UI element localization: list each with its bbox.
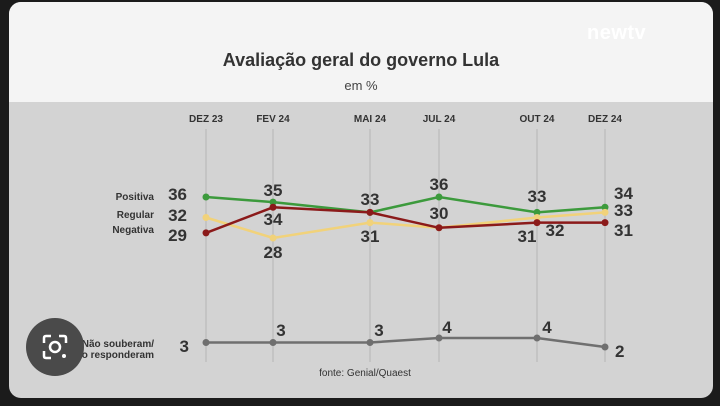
data-label: 30 xyxy=(430,204,449,223)
chart-subtitle: em % xyxy=(344,78,378,93)
legend-label: Não souberam/ xyxy=(82,339,154,350)
data-point xyxy=(601,343,609,351)
data-label: 36 xyxy=(168,185,187,204)
data-point xyxy=(533,214,541,221)
category-label: JUL 24 xyxy=(423,114,456,125)
series-line xyxy=(205,211,606,240)
data-label: 28 xyxy=(264,243,283,262)
data-point xyxy=(601,203,609,211)
data-point xyxy=(435,224,443,232)
series-line xyxy=(206,336,606,349)
chart-title: Avaliação geral do governo Lula xyxy=(222,50,500,70)
data-label: 36 xyxy=(430,175,449,194)
data-point xyxy=(269,234,277,242)
data-label: 31 xyxy=(361,227,380,246)
data-point xyxy=(366,219,374,227)
data-label: 4 xyxy=(442,318,452,337)
data-label: 33 xyxy=(614,201,633,220)
data-label: 4 xyxy=(542,318,552,337)
lens-search-button[interactable] xyxy=(26,318,84,376)
data-label: 33 xyxy=(528,187,547,206)
data-point xyxy=(601,219,609,227)
data-point xyxy=(533,208,541,216)
data-point xyxy=(533,219,541,227)
data-label: 32 xyxy=(168,206,187,225)
series-line xyxy=(205,206,605,235)
data-label: 29 xyxy=(168,226,187,245)
data-point xyxy=(202,193,210,201)
data-point xyxy=(366,339,374,346)
data-point xyxy=(202,229,210,237)
legend-label: não responderam xyxy=(70,350,154,361)
data-point xyxy=(533,334,541,342)
lens-icon xyxy=(42,334,68,360)
legend-label: Negativa xyxy=(112,225,154,236)
series-line xyxy=(205,195,606,214)
data-point xyxy=(366,208,374,216)
data-label: 32 xyxy=(546,221,565,240)
line-chart: DEZ 23 FEV 24 MAI 24 JUL 24 OUT 24 DEZ 24 Posi… xyxy=(70,114,633,379)
data-point xyxy=(269,203,277,211)
data-point xyxy=(601,208,609,216)
data-label: 3 xyxy=(276,321,285,340)
data-point xyxy=(202,339,210,346)
legend-label: Regular xyxy=(117,210,154,221)
data-label: 33 xyxy=(361,190,380,209)
category-label: OUT 24 xyxy=(519,114,554,125)
data-label: 31 xyxy=(518,227,537,246)
category-label: DEZ 24 xyxy=(588,114,622,125)
data-point xyxy=(435,193,443,201)
category-label: FEV 24 xyxy=(256,114,290,125)
data-label: 34 xyxy=(614,184,633,203)
data-point xyxy=(269,339,277,346)
chart-header: newtv Avaliação geral do governo Lula em… xyxy=(9,2,713,102)
data-point xyxy=(202,214,210,221)
chart-card: newtv Avaliação geral do governo Lula em… xyxy=(9,2,713,398)
data-point xyxy=(269,198,277,206)
data-point xyxy=(435,334,443,342)
data-label: 31 xyxy=(614,221,633,240)
tv-logo: newtv xyxy=(587,22,647,44)
data-label: 3 xyxy=(374,321,383,340)
chart-source: fonte: Genial/Quaest xyxy=(319,368,411,379)
data-label: 2 xyxy=(615,342,624,361)
data-label: 3 xyxy=(180,337,189,356)
category-label: MAI 24 xyxy=(354,114,387,125)
legend-label: Positiva xyxy=(116,192,155,203)
category-label: DEZ 23 xyxy=(189,114,223,125)
data-label: 35 xyxy=(264,181,283,200)
data-label: 34 xyxy=(264,210,283,229)
